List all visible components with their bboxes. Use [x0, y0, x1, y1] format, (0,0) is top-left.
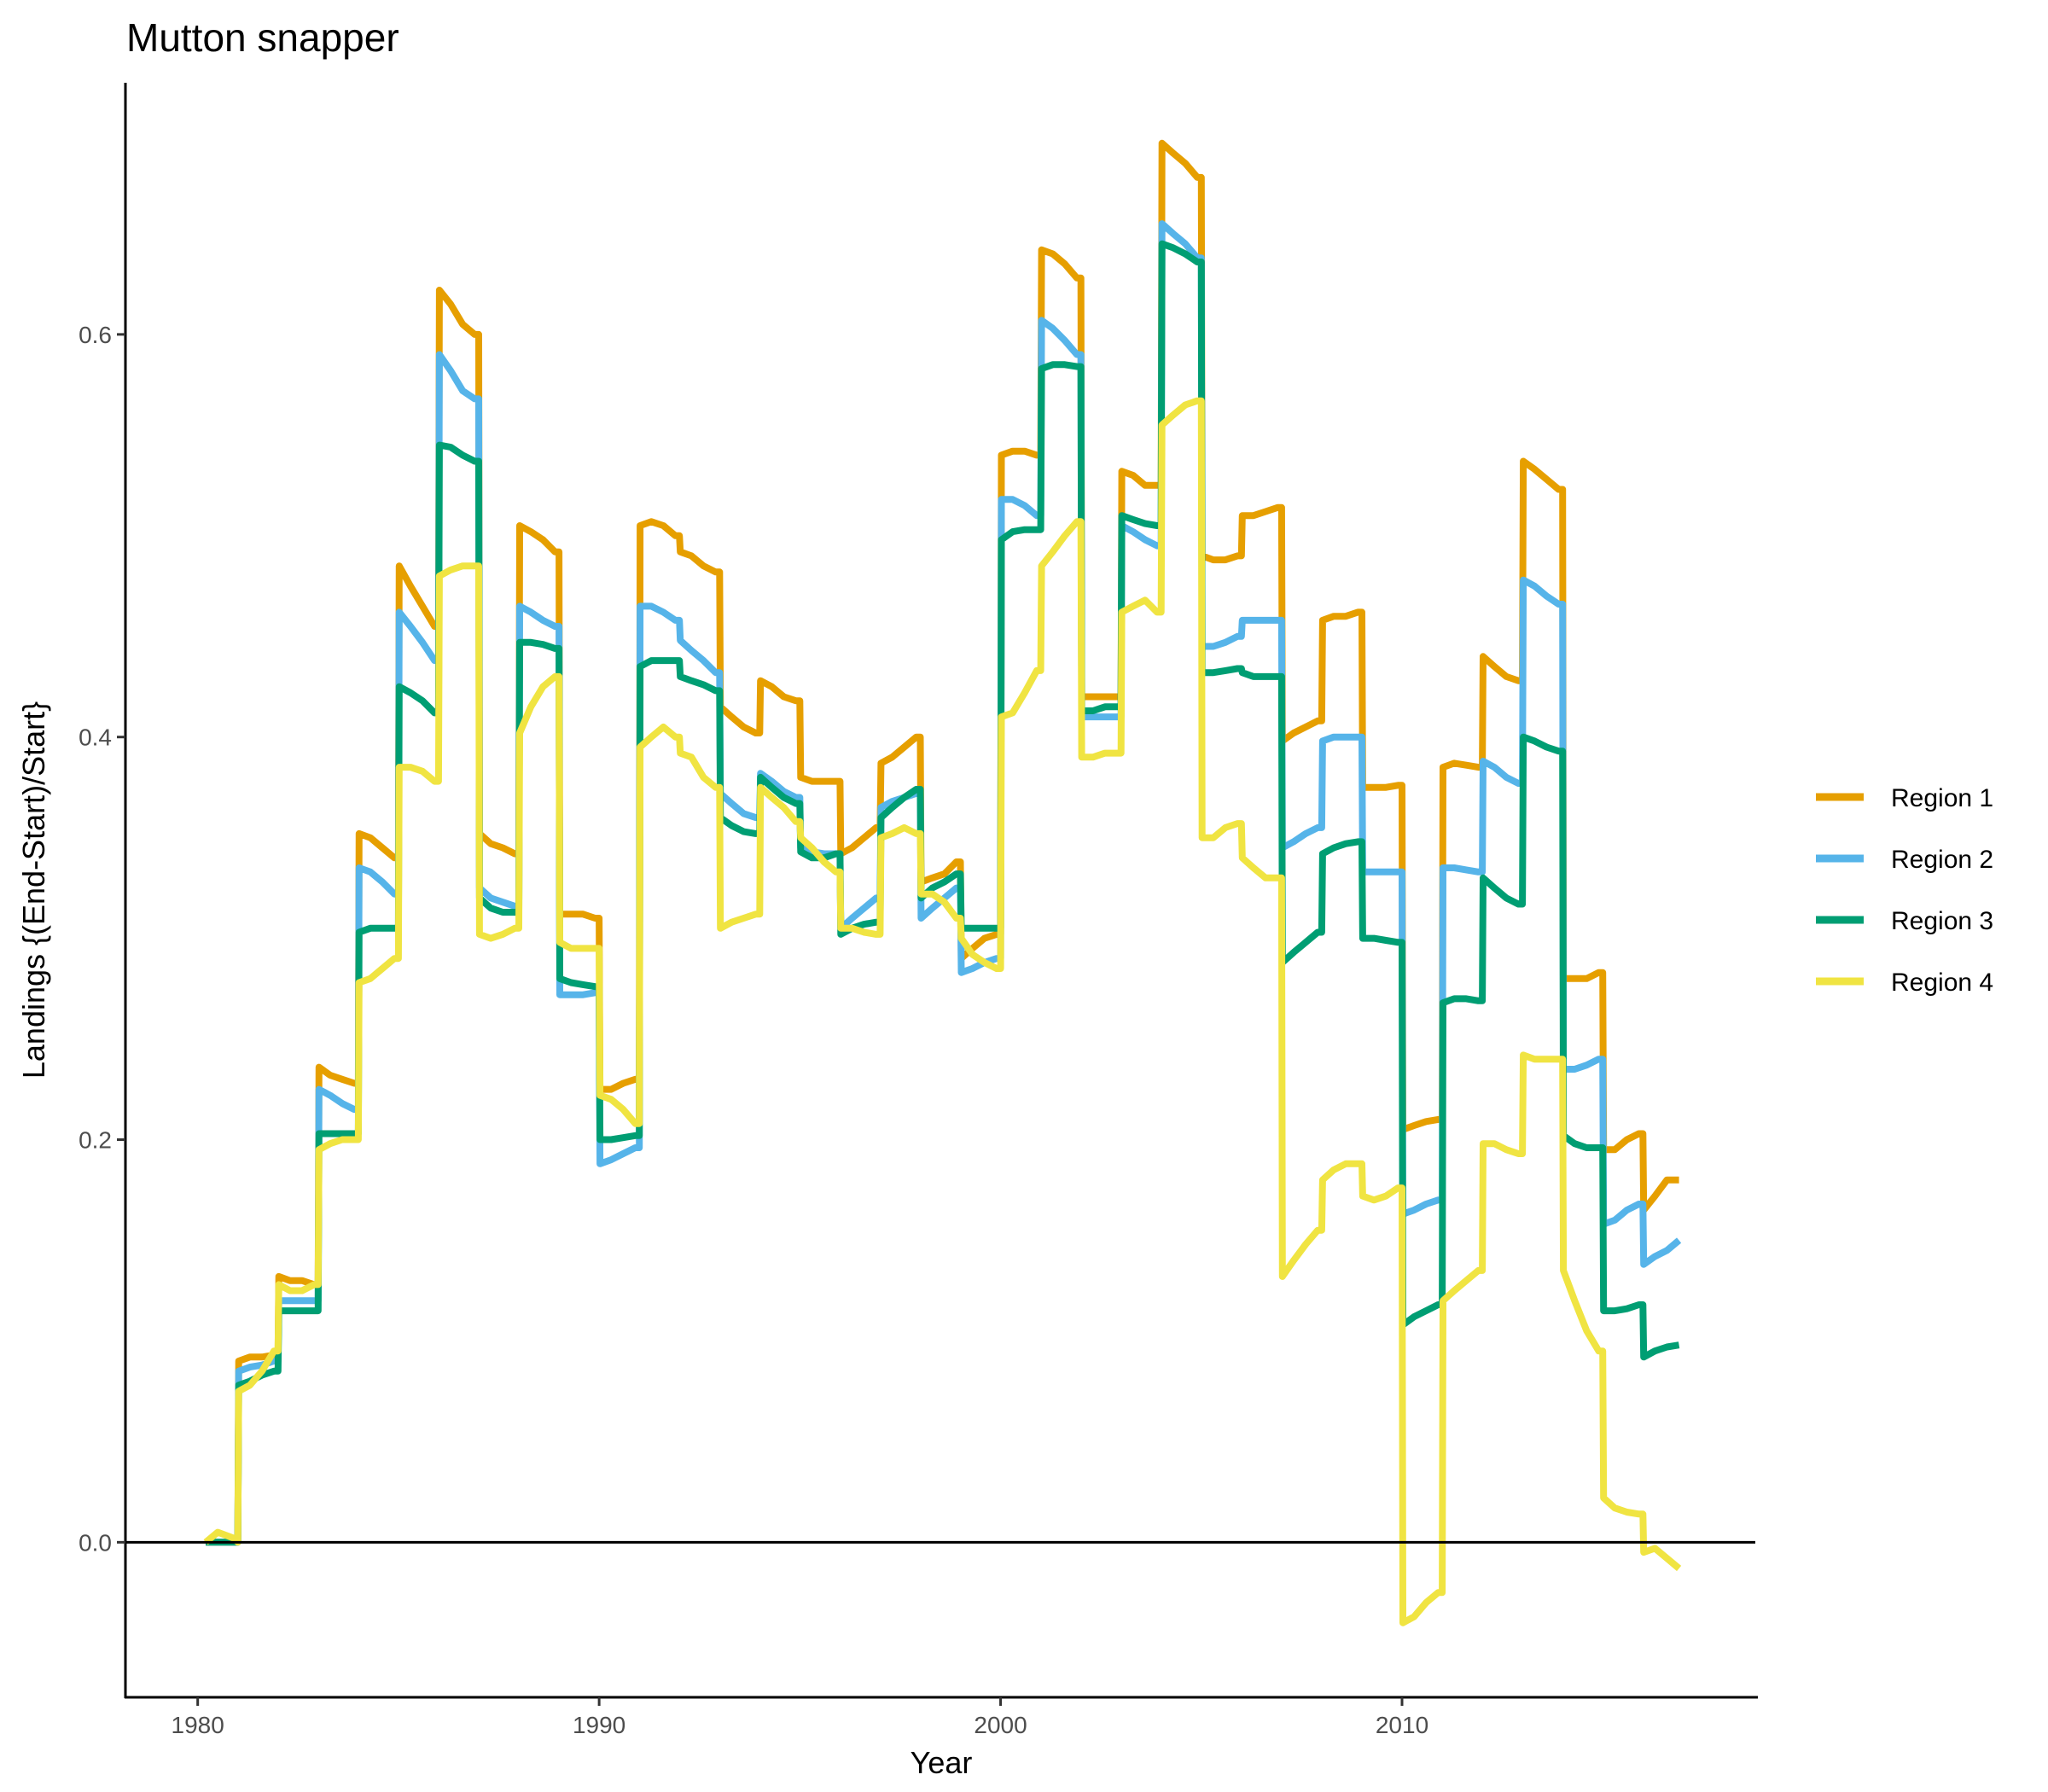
- y-axis-title: Landings {(End-Start)/Start}: [16, 701, 51, 1079]
- series-line-region-4: [203, 397, 1682, 1626]
- x-tick-label: 1980: [172, 1712, 224, 1738]
- series-line-region-1: [206, 139, 1679, 1546]
- x-tick-label: 2000: [974, 1712, 1027, 1738]
- y-axis-ticks: 0.0 0.2 0.4 0.6: [79, 322, 125, 1556]
- y-tick-label: 0.2: [79, 1127, 112, 1154]
- series-line-region-3: [206, 240, 1680, 1546]
- y-tick-label: 0.6: [79, 322, 112, 348]
- legend-label-region-4: Region 4: [1891, 969, 1993, 997]
- chart-title: Mutton snapper: [126, 15, 399, 60]
- legend: Region 1 Region 2 Region 3 Region 4: [1816, 784, 1993, 997]
- y-tick-label: 0.4: [79, 724, 112, 751]
- legend-label-region-3: Region 3: [1891, 907, 1993, 935]
- legend-label-region-1: Region 1: [1891, 784, 1993, 812]
- y-tick-label: 0.0: [79, 1529, 112, 1556]
- x-axis-title: Year: [911, 1745, 973, 1780]
- x-tick-label: 2010: [1376, 1712, 1428, 1738]
- x-axis-ticks: 1980 1990 2000 2010: [172, 1697, 1428, 1738]
- series-layer: [203, 139, 1682, 1626]
- x-tick-label: 1990: [573, 1712, 625, 1738]
- legend-label-region-2: Region 2: [1891, 846, 1993, 874]
- series-line-region-2: [206, 220, 1682, 1546]
